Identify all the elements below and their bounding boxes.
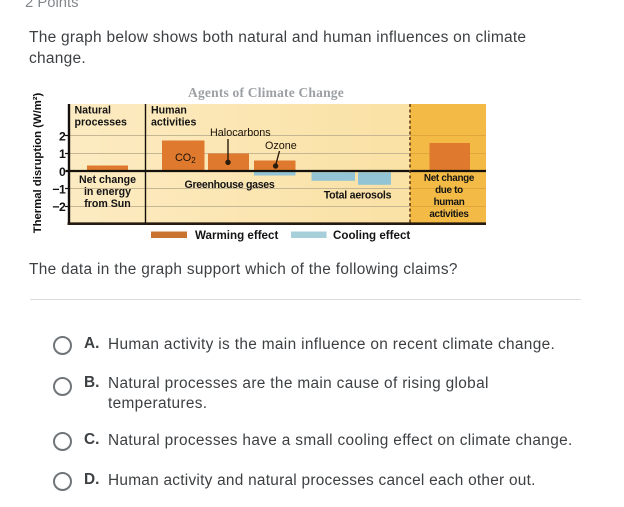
svg-text:in energy: in energy: [84, 186, 131, 198]
svg-text:activities: activities: [429, 209, 469, 220]
svg-text:human: human: [434, 197, 465, 208]
svg-text:from Sun: from Sun: [84, 198, 131, 210]
svg-text:−2: −2: [52, 200, 66, 214]
svg-text:Ozone: Ozone: [265, 140, 297, 152]
svg-text:2: 2: [59, 129, 66, 143]
svg-text:Warming effect: Warming effect: [195, 229, 278, 242]
svg-text:Halocarbons: Halocarbons: [210, 127, 271, 139]
svg-text:Total aerosols: Total aerosols: [324, 190, 392, 202]
svg-text:Greenhouse gases: Greenhouse gases: [185, 179, 275, 191]
svg-text:Natural: Natural: [75, 105, 112, 117]
svg-text:Net change: Net change: [79, 174, 136, 186]
svg-text:processes: processes: [75, 117, 128, 129]
svg-text:Net change: Net change: [424, 173, 475, 184]
svg-text:Thermal disruption (W/m²): Thermal disruption (W/m²): [32, 92, 44, 233]
svg-text:due to: due to: [435, 185, 463, 196]
svg-text:1: 1: [59, 147, 66, 161]
svg-text:Agents of Climate Change: Agents of Climate Change: [188, 85, 344, 100]
svg-text:0: 0: [59, 165, 66, 179]
svg-text:Human: Human: [151, 105, 187, 117]
svg-text:Cooling effect: Cooling effect: [333, 229, 410, 242]
svg-text:−1: −1: [52, 182, 66, 196]
svg-text:activities: activities: [151, 117, 196, 129]
svg-text:CO2: CO2: [175, 152, 196, 165]
